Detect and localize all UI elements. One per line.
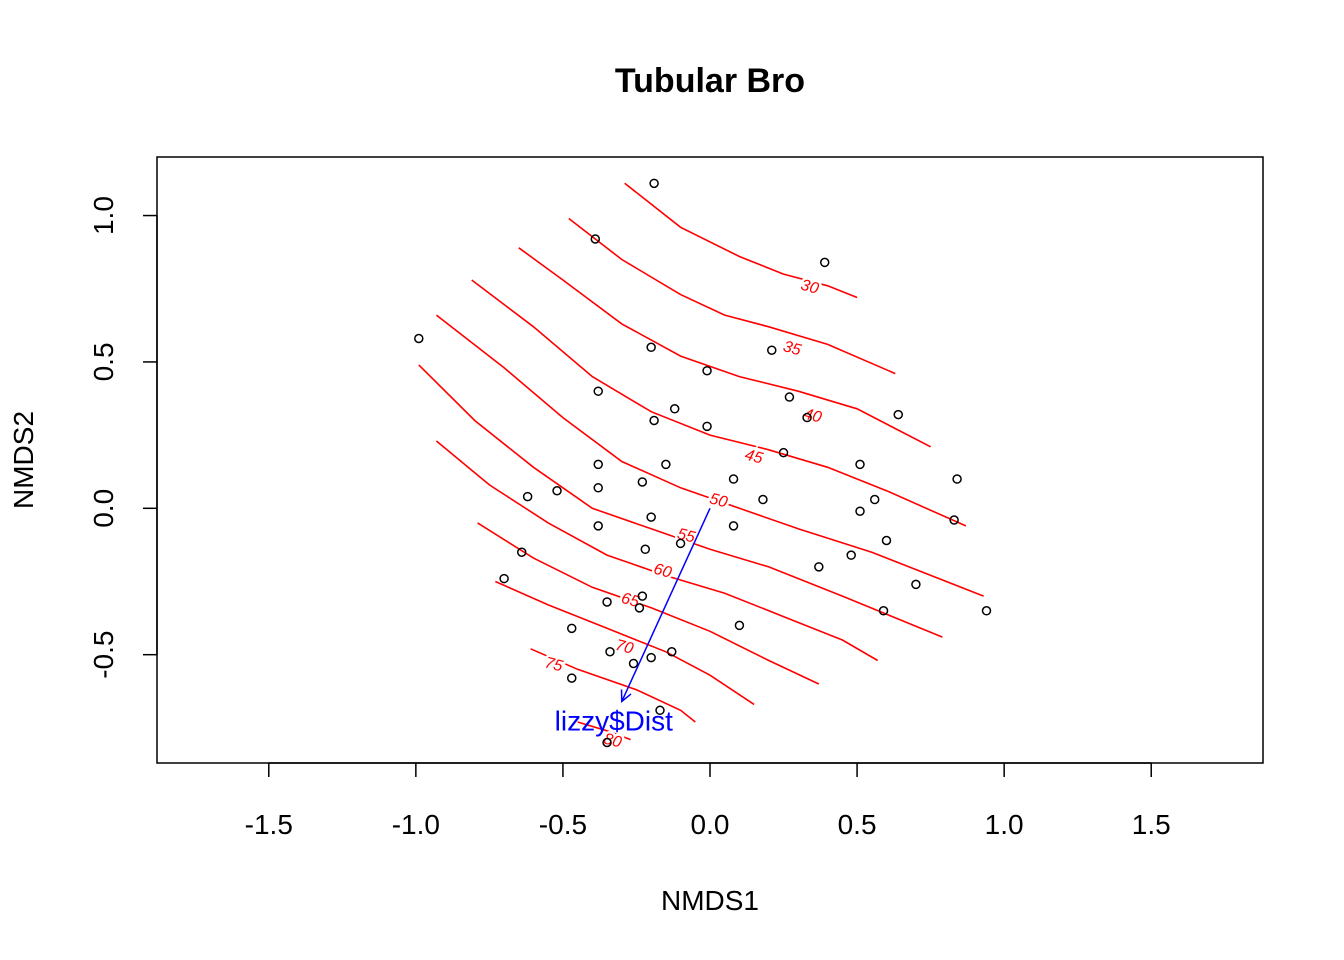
contour-label: 60 (652, 561, 674, 582)
x-tick-label: -1.0 (392, 809, 440, 840)
site-point (637, 591, 648, 601)
y-axis: -0.5 0.0 0.5 1.0 (88, 196, 158, 679)
contour-lines (418, 182, 984, 741)
site-point (778, 447, 789, 458)
site-point (637, 477, 648, 487)
contour-line (435, 314, 984, 597)
contour-line (477, 522, 820, 685)
site-point (702, 365, 712, 376)
y-tick-label: -0.5 (88, 631, 119, 679)
site-point (869, 494, 880, 505)
site-point (499, 573, 509, 584)
site-point (605, 647, 615, 657)
x-tick-label: -0.5 (539, 809, 587, 840)
site-point (952, 474, 962, 484)
site-point (669, 404, 680, 414)
vector-arrow-line (621, 507, 711, 702)
site-point (646, 512, 656, 522)
contour-line (577, 721, 631, 741)
x-tick-label: 0.5 (838, 809, 877, 840)
site-point (640, 544, 651, 555)
site-point (949, 515, 959, 525)
contour-label: 65 (619, 590, 641, 611)
site-point (593, 386, 603, 396)
site-point (855, 506, 865, 516)
site-point (758, 494, 768, 505)
x-tick-label: 1.0 (985, 809, 1024, 840)
site-point (414, 333, 424, 344)
contour-line (568, 217, 896, 375)
contour-line (494, 580, 755, 706)
contour-line (530, 648, 696, 723)
contour-line (471, 279, 967, 527)
contour-line (624, 182, 858, 299)
contour-label: 35 (781, 338, 803, 359)
x-tick-label: 0.0 (691, 809, 730, 840)
site-point (702, 421, 712, 432)
site-point (646, 652, 656, 663)
site-point (567, 673, 577, 683)
contour-label: 70 (614, 637, 636, 658)
site-point (602, 597, 612, 607)
contour-label: 40 (802, 406, 824, 427)
contour-line (435, 440, 879, 662)
site-point (819, 257, 830, 268)
x-tick-label: -1.5 (245, 809, 293, 840)
site-point (675, 538, 686, 549)
site-point (893, 409, 904, 420)
contour-line (518, 247, 931, 448)
vector-arrow-head (620, 689, 632, 704)
site-point (981, 606, 992, 616)
site-points (414, 178, 992, 748)
chart-title: Tubular Bro (615, 62, 805, 100)
site-point (734, 620, 745, 631)
site-point (767, 345, 777, 355)
site-point (516, 547, 527, 557)
site-point (881, 535, 892, 546)
site-point (552, 485, 562, 496)
site-point (602, 737, 612, 748)
site-point (522, 491, 533, 502)
site-point (634, 603, 645, 613)
y-tick-label: 1.0 (88, 196, 119, 235)
site-point (646, 342, 656, 353)
site-point (846, 550, 856, 560)
vector-label: lizzy$Dist (555, 706, 673, 737)
site-point (728, 474, 739, 484)
site-point (655, 705, 665, 716)
contour-label: 45 (743, 447, 765, 468)
x-tick-label: 1.5 (1132, 809, 1171, 840)
site-point (649, 415, 659, 426)
contour-line (418, 364, 943, 638)
site-point (593, 459, 603, 470)
site-point (667, 647, 677, 657)
y-tick-label: 0.0 (88, 489, 119, 528)
site-point (661, 459, 671, 470)
site-point (855, 459, 865, 470)
site-point (878, 606, 889, 616)
y-tick-label: 0.5 (88, 342, 119, 381)
site-point (649, 178, 659, 189)
site-point (628, 658, 639, 669)
x-axis: -1.5 -1.0 -0.5 0.0 0.5 1.0 1.5 (245, 762, 1171, 840)
site-point (802, 412, 812, 423)
site-point (593, 483, 603, 493)
contour-label: 30 (799, 277, 821, 298)
site-point (590, 234, 601, 244)
y-axis-label: NMDS2 (8, 411, 39, 509)
fitted-vector: lizzy$Dist (555, 507, 711, 737)
site-point (911, 579, 921, 590)
site-point (784, 392, 795, 402)
contour-label: 50 (708, 490, 730, 511)
site-point (728, 521, 739, 531)
site-point (567, 623, 577, 634)
x-axis-label: NMDS1 (661, 885, 759, 916)
plot-box (156, 156, 1264, 764)
site-point (593, 521, 603, 531)
site-point (814, 562, 824, 572)
contour-label: 75 (543, 654, 565, 675)
